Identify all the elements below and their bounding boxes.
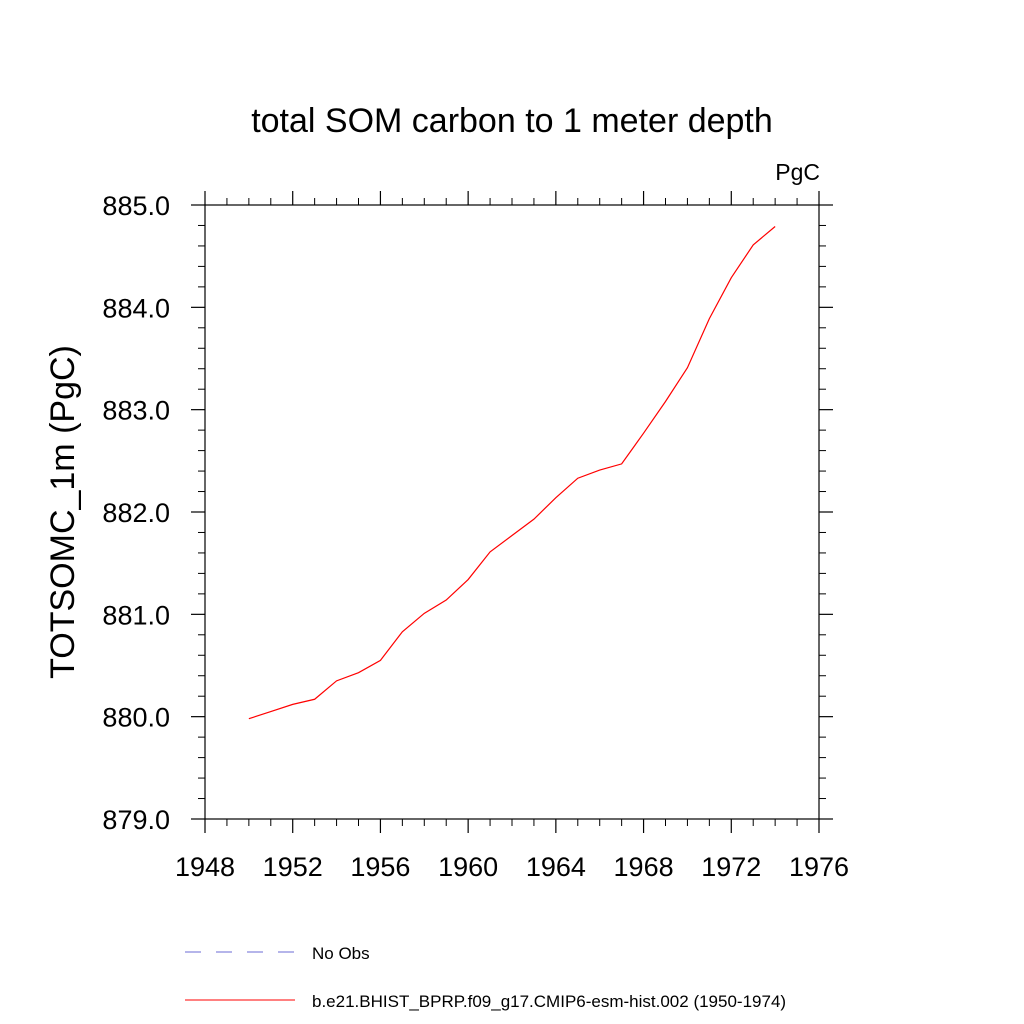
y-tick-label: 879.0	[102, 805, 170, 835]
data-point	[576, 477, 579, 480]
plot-frame	[204, 204, 820, 820]
data-point	[620, 462, 623, 465]
data-point	[467, 578, 470, 581]
legend: No Obs b.e21.BHIST_BPRP.f09_g17.CMIP6-esm…	[185, 944, 786, 1011]
data-point	[379, 659, 382, 662]
x-tick-label: 1952	[263, 852, 323, 882]
axis-ticks	[191, 191, 833, 833]
data-point	[445, 599, 448, 602]
data-point	[708, 317, 711, 320]
x-tick-label: 1972	[701, 852, 761, 882]
legend-label: No Obs	[312, 944, 370, 963]
x-tick-label: 1964	[526, 852, 586, 882]
x-tick-label: 1968	[614, 852, 674, 882]
data-point	[489, 550, 492, 553]
data-point	[423, 612, 426, 615]
y-tick-label: 884.0	[102, 293, 170, 323]
data-point	[730, 276, 733, 279]
series-line	[248, 226, 776, 720]
data-point	[357, 671, 360, 674]
data-point	[291, 703, 294, 706]
data-point	[598, 469, 601, 472]
data-point	[335, 679, 338, 682]
x-tick-label: 1960	[438, 852, 498, 882]
x-tick-label: 1956	[350, 852, 410, 882]
data-point	[532, 518, 535, 521]
y-tick-label: 881.0	[102, 600, 170, 630]
x-tick-label: 1948	[175, 852, 235, 882]
data-point	[511, 534, 514, 537]
units-label: PgC	[775, 159, 820, 185]
data-point	[686, 366, 689, 369]
y-tick-label: 880.0	[102, 703, 170, 733]
y-tick-label: 885.0	[102, 191, 170, 221]
data-point	[664, 400, 667, 403]
data-point	[269, 710, 272, 713]
series-layer	[247, 225, 777, 720]
data-point	[401, 630, 404, 633]
axis-tick-labels: 1948 1952 1956 1960 1964 1968 1972 1976 879.0 880…	[102, 191, 849, 882]
data-point	[752, 243, 755, 246]
data-point	[642, 432, 645, 435]
y-axis-label: TOTSOMC_1m (PgC)	[44, 345, 82, 679]
data-point	[554, 496, 557, 499]
x-tick-label: 1976	[789, 852, 849, 882]
legend-label: b.e21.BHIST_BPRP.f09_g17.CMIP6-esm-hist.…	[312, 992, 786, 1011]
y-tick-label: 882.0	[102, 498, 170, 528]
data-point	[247, 717, 250, 720]
y-tick-label: 883.0	[102, 396, 170, 426]
data-point	[774, 225, 777, 228]
chart-title: total SOM carbon to 1 meter depth	[251, 102, 773, 140]
data-point	[313, 698, 316, 701]
